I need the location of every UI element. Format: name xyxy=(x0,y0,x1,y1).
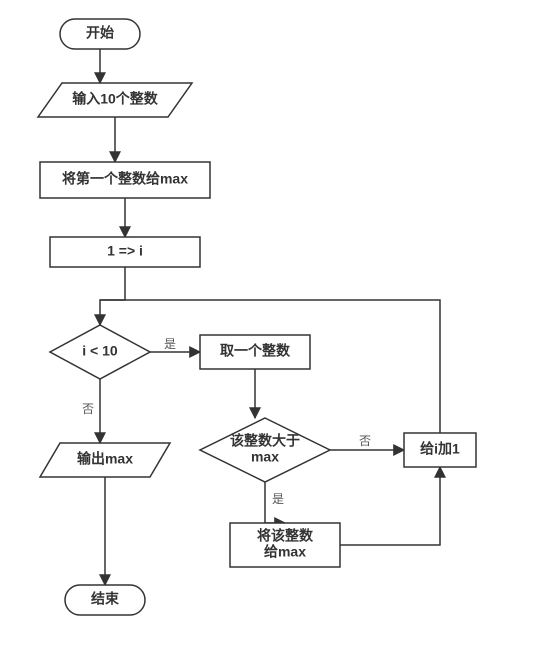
inc_i-label: 给i加1 xyxy=(420,441,460,457)
start-label: 开始 xyxy=(86,25,114,41)
assign_cur-label-1: 给max xyxy=(264,544,306,560)
edge-label-5: 否 xyxy=(82,402,94,416)
input10-label: 输入10个整数 xyxy=(72,91,159,107)
out_max-label: 输出max xyxy=(77,451,133,467)
edge-10 xyxy=(340,467,440,545)
nodes: 开始输入10个整数将第一个整数给max 1 => i i < 10 取一个整数该整数大… xyxy=(38,19,476,615)
edge-3 xyxy=(100,267,125,325)
cond_gt-label-0: 该整数大于 xyxy=(230,433,300,449)
edge-label-9: 否 xyxy=(359,434,371,448)
init_i-label: 1 => i xyxy=(107,243,143,259)
edge-label-8: 是 xyxy=(272,492,284,506)
cond_gt-label-1: max xyxy=(251,449,279,465)
end-label: 结束 xyxy=(91,591,120,607)
edge-label-4: 是 xyxy=(164,337,176,351)
assign_cur-label-0: 将该整数 xyxy=(257,528,314,544)
cond_i-label: i < 10 xyxy=(82,343,118,359)
assignMax-label: 将第一个整数给max xyxy=(62,171,188,187)
take_one-label: 取一个整数 xyxy=(220,343,291,359)
edges: 是否是否 xyxy=(82,49,440,585)
